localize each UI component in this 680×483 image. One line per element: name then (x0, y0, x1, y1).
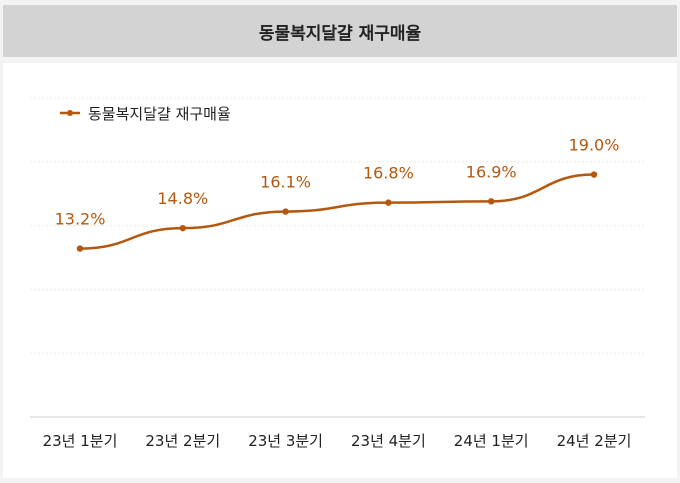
legend-marker-icon (67, 110, 73, 116)
data-label: 19.0% (569, 136, 620, 155)
data-point (590, 171, 598, 178)
chart-title: 동물복지달걀 재구매율 (3, 5, 677, 57)
x-tick-label: 23년 2분기 (145, 432, 220, 450)
data-point (179, 224, 186, 232)
data-point (76, 245, 84, 252)
data-label: 16.9% (466, 162, 517, 181)
x-tick-label: 23년 4분기 (351, 432, 426, 450)
data-point (282, 208, 289, 215)
series-line (79, 173, 595, 250)
data-label: 16.1% (260, 173, 311, 192)
data-label: 13.2% (55, 210, 106, 229)
x-tick-label: 24년 1분기 (454, 432, 529, 450)
x-tick-label: 23년 3분기 (248, 432, 323, 450)
legend-label: 동물복지달걀 재구매율 (88, 105, 231, 123)
x-tick-label: 24년 2분기 (557, 432, 632, 450)
chart-panel (3, 63, 677, 478)
data-point (488, 198, 495, 205)
data-label: 16.8% (363, 164, 414, 183)
x-tick-label: 23년 1분기 (43, 432, 118, 450)
data-point (385, 199, 392, 206)
data-label: 14.8% (157, 189, 208, 208)
